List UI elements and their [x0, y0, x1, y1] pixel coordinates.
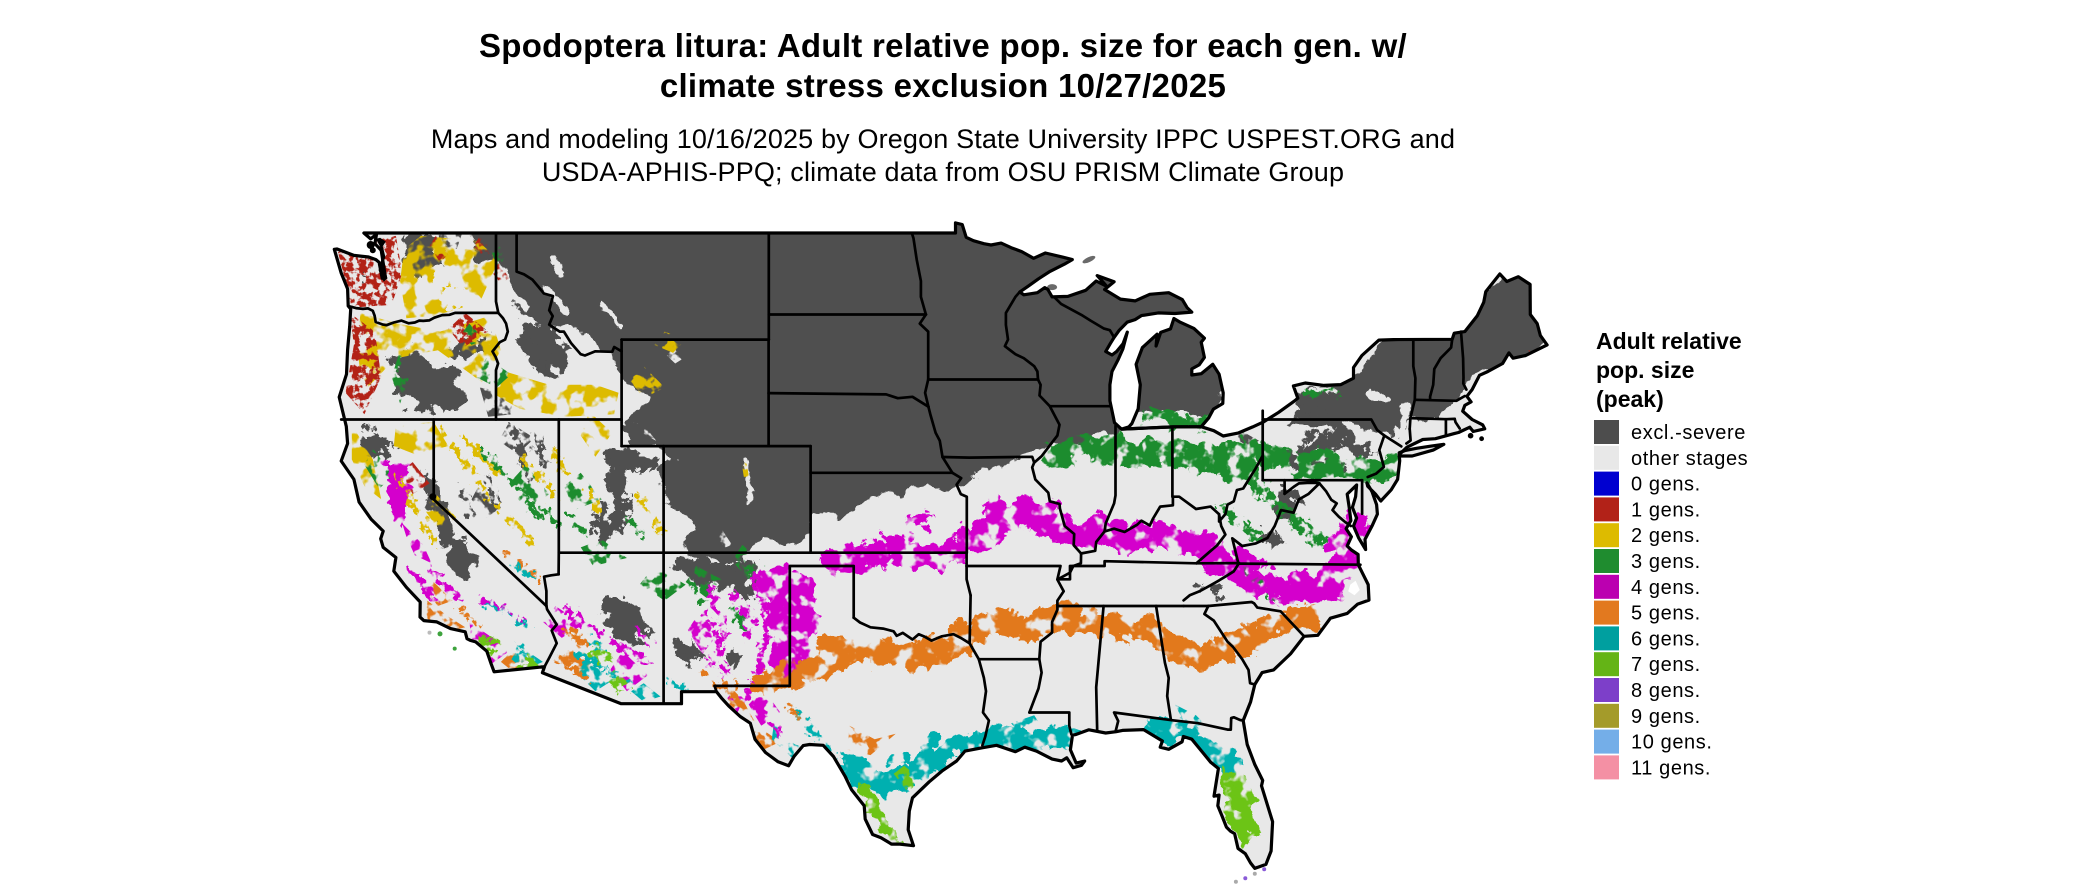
svg-text:pop. size: pop. size: [1596, 357, 1694, 383]
svg-text:climate stress exclusion 10/27: climate stress exclusion 10/27/2025: [660, 67, 1226, 104]
svg-text:9 gens.: 9 gens.: [1631, 706, 1701, 728]
svg-text:(peak): (peak): [1596, 386, 1664, 412]
svg-text:5 gens.: 5 gens.: [1631, 603, 1701, 625]
svg-text:10 gens.: 10 gens.: [1631, 732, 1713, 754]
svg-text:excl.-severe: excl.-severe: [1631, 422, 1746, 444]
svg-text:2 gens.: 2 gens.: [1631, 525, 1701, 547]
svg-text:3 gens.: 3 gens.: [1631, 551, 1701, 573]
svg-text:8 gens.: 8 gens.: [1631, 680, 1701, 702]
svg-text:4 gens.: 4 gens.: [1631, 577, 1701, 599]
svg-text:6 gens.: 6 gens.: [1631, 628, 1701, 650]
svg-text:Maps and modeling 10/16/2025 b: Maps and modeling 10/16/2025 by Oregon S…: [431, 124, 1455, 154]
svg-text:11 gens.: 11 gens.: [1631, 757, 1711, 779]
svg-text:1 gens.: 1 gens.: [1631, 499, 1701, 521]
svg-text:Spodoptera litura: Adult relat: Spodoptera litura: Adult relative pop. s…: [479, 27, 1407, 64]
svg-text:0 gens.: 0 gens.: [1631, 474, 1701, 496]
svg-text:other stages: other stages: [1631, 448, 1748, 470]
svg-text:Adult relative: Adult relative: [1596, 328, 1742, 354]
svg-text:USDA-APHIS-PPQ; climate data f: USDA-APHIS-PPQ; climate data from OSU PR…: [542, 157, 1344, 187]
svg-text:7 gens.: 7 gens.: [1631, 654, 1701, 676]
